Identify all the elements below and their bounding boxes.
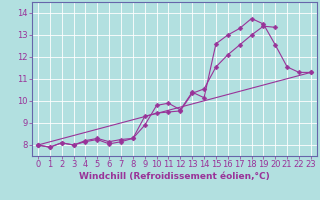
X-axis label: Windchill (Refroidissement éolien,°C): Windchill (Refroidissement éolien,°C): [79, 172, 270, 181]
